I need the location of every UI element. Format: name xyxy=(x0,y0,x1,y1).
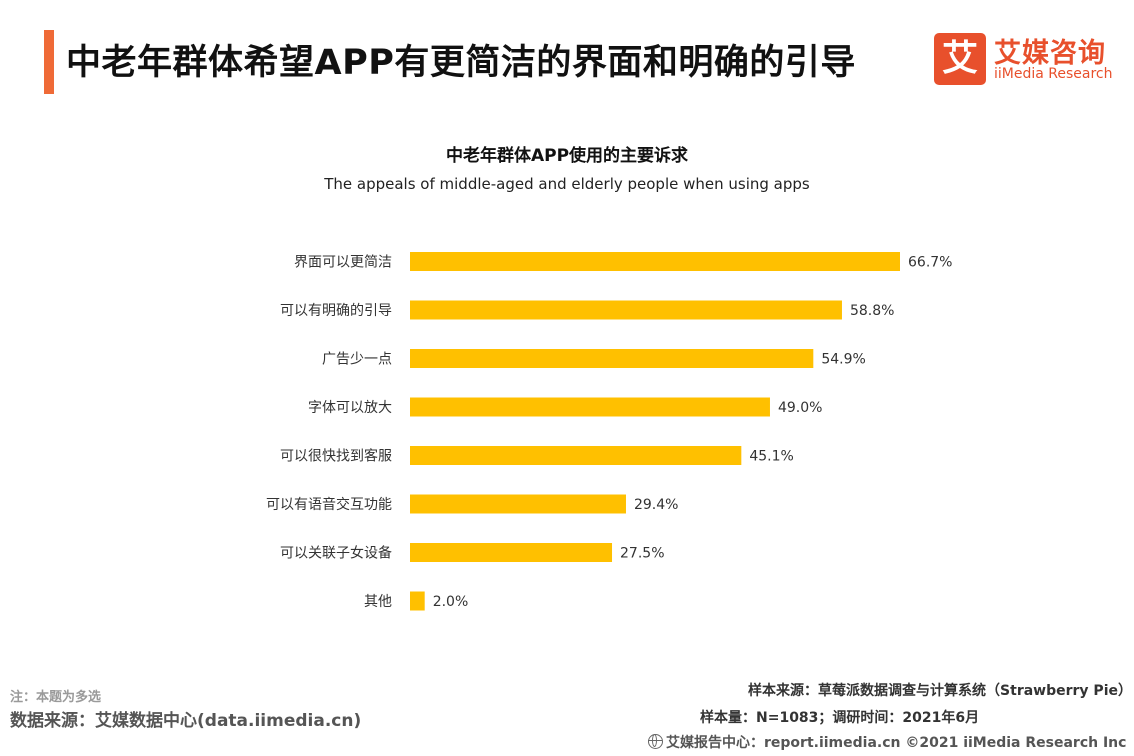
value-label: 29.4% xyxy=(634,497,678,513)
bar xyxy=(410,349,814,368)
bar xyxy=(410,446,742,465)
category-label: 字体可以放大 xyxy=(308,400,392,416)
bar xyxy=(410,494,626,514)
chart-subtitle: The appeals of middle-aged and elderly p… xyxy=(324,175,810,193)
value-label: 2.0% xyxy=(433,594,469,610)
page-title: 中老年群体希望APP有更简洁的界面和明确的引导 xyxy=(66,43,856,83)
iimedia-logo: 艾 艾媒咨询 iiMedia Research xyxy=(934,33,1114,89)
globe-icon xyxy=(648,734,663,749)
chart-title: 中老年群体APP使用的主要诉求 xyxy=(445,146,689,166)
bar xyxy=(410,591,425,611)
bar-chart: 界面可以更简洁 66.7% 可以有明确的引导 58.8% 广告少一点 54.9% 字体可以放… xyxy=(266,252,952,611)
value-label: 49.0% xyxy=(778,400,822,416)
bar xyxy=(410,397,770,417)
title-accent-bar xyxy=(44,30,54,94)
value-label: 58.8% xyxy=(850,303,894,319)
category-label: 界面可以更简洁 xyxy=(294,254,392,271)
logo-mark: 艾 xyxy=(934,33,986,85)
report-center-text: 艾媒报告中心：report.iimedia.cn ©2021 iiMedia R… xyxy=(666,735,1127,751)
sample-size: 样本量：N=1083；调研时间：2021年6月 xyxy=(700,710,980,726)
logo-name-cn: 艾媒咨询 xyxy=(994,38,1106,69)
category-label: 其他 xyxy=(364,594,392,610)
category-label: 广告少一点 xyxy=(322,352,392,368)
value-label: 27.5% xyxy=(620,546,664,562)
category-label: 可以很快找到客服 xyxy=(280,448,392,465)
logo-name-en: iiMedia Research xyxy=(994,66,1113,82)
category-label: 可以关联子女设备 xyxy=(280,545,392,562)
category-label: 可以有语音交互功能 xyxy=(266,496,392,513)
bar xyxy=(410,252,900,271)
category-label: 可以有明确的引导 xyxy=(280,303,392,319)
multi-select-note: 注：本题为多选 xyxy=(10,690,102,705)
bar xyxy=(410,300,842,320)
value-label: 45.1% xyxy=(749,449,793,465)
report-center-footer: 艾媒报告中心：report.iimedia.cn ©2021 iiMedia R… xyxy=(648,732,1126,752)
sample-source: 样本来源：草莓派数据调查与计算系统（Strawberry Pie） xyxy=(748,683,1132,699)
value-label: 66.7% xyxy=(908,255,952,271)
bar xyxy=(410,543,613,562)
data-source: 数据来源：艾媒数据中心(data.iimedia.cn) xyxy=(10,711,362,731)
value-label: 54.9% xyxy=(821,352,865,368)
